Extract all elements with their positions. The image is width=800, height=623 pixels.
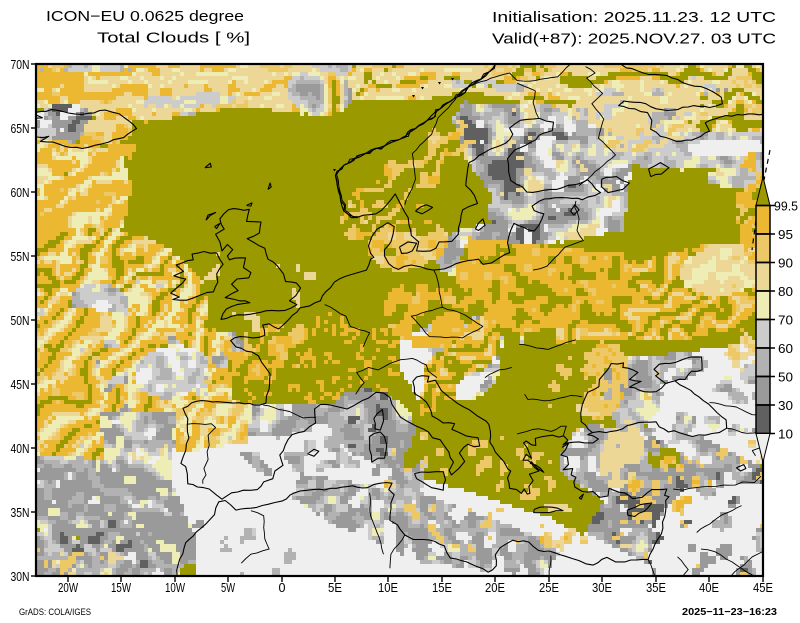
svg-text:40N: 40N [11, 442, 30, 456]
svg-text:GrADS: COLA/IGES: GrADS: COLA/IGES [19, 607, 91, 618]
svg-text:2025−11−23−16:23: 2025−11−23−16:23 [682, 607, 777, 618]
svg-text:35N: 35N [11, 506, 30, 520]
svg-text:ICON−EU 0.0625 degree: ICON−EU 0.0625 degree [46, 9, 244, 25]
svg-text:65N: 65N [11, 122, 30, 136]
svg-text:55N: 55N [11, 250, 30, 264]
svg-text:30: 30 [778, 399, 793, 413]
svg-text:5E: 5E [328, 581, 342, 595]
svg-text:80: 80 [778, 285, 793, 299]
svg-text:15E: 15E [432, 581, 452, 595]
svg-text:Total Clouds [ %]: Total Clouds [ %] [97, 31, 250, 47]
svg-text:20W: 20W [58, 581, 78, 595]
svg-text:5W: 5W [221, 581, 235, 595]
svg-text:99.5: 99.5 [774, 200, 798, 214]
svg-text:20E: 20E [485, 581, 505, 595]
svg-text:50: 50 [778, 371, 793, 385]
svg-text:90: 90 [778, 257, 793, 271]
svg-text:35E: 35E [646, 581, 666, 595]
svg-text:10W: 10W [165, 581, 185, 595]
svg-text:70: 70 [778, 314, 793, 328]
svg-text:10E: 10E [378, 581, 398, 595]
svg-text:10: 10 [778, 428, 793, 442]
svg-text:30E: 30E [592, 581, 612, 595]
svg-text:60N: 60N [11, 186, 30, 200]
svg-text:Valid(+87): 2025.NOV.27. 03 UT: Valid(+87): 2025.NOV.27. 03 UTC [492, 32, 776, 48]
svg-text:45N: 45N [11, 378, 30, 392]
svg-text:40E: 40E [699, 581, 719, 595]
svg-text:25E: 25E [539, 581, 559, 595]
svg-text:45E: 45E [753, 581, 773, 595]
svg-text:50N: 50N [11, 314, 30, 328]
svg-text:Initialisation: 2025.11.23. 12: Initialisation: 2025.11.23. 12 UTC [492, 10, 776, 26]
svg-text:70N: 70N [11, 58, 30, 72]
svg-text:95: 95 [778, 228, 793, 242]
svg-text:0: 0 [279, 581, 286, 595]
svg-text:60: 60 [778, 342, 793, 356]
svg-text:15W: 15W [111, 581, 131, 595]
svg-text:30N: 30N [11, 570, 30, 584]
